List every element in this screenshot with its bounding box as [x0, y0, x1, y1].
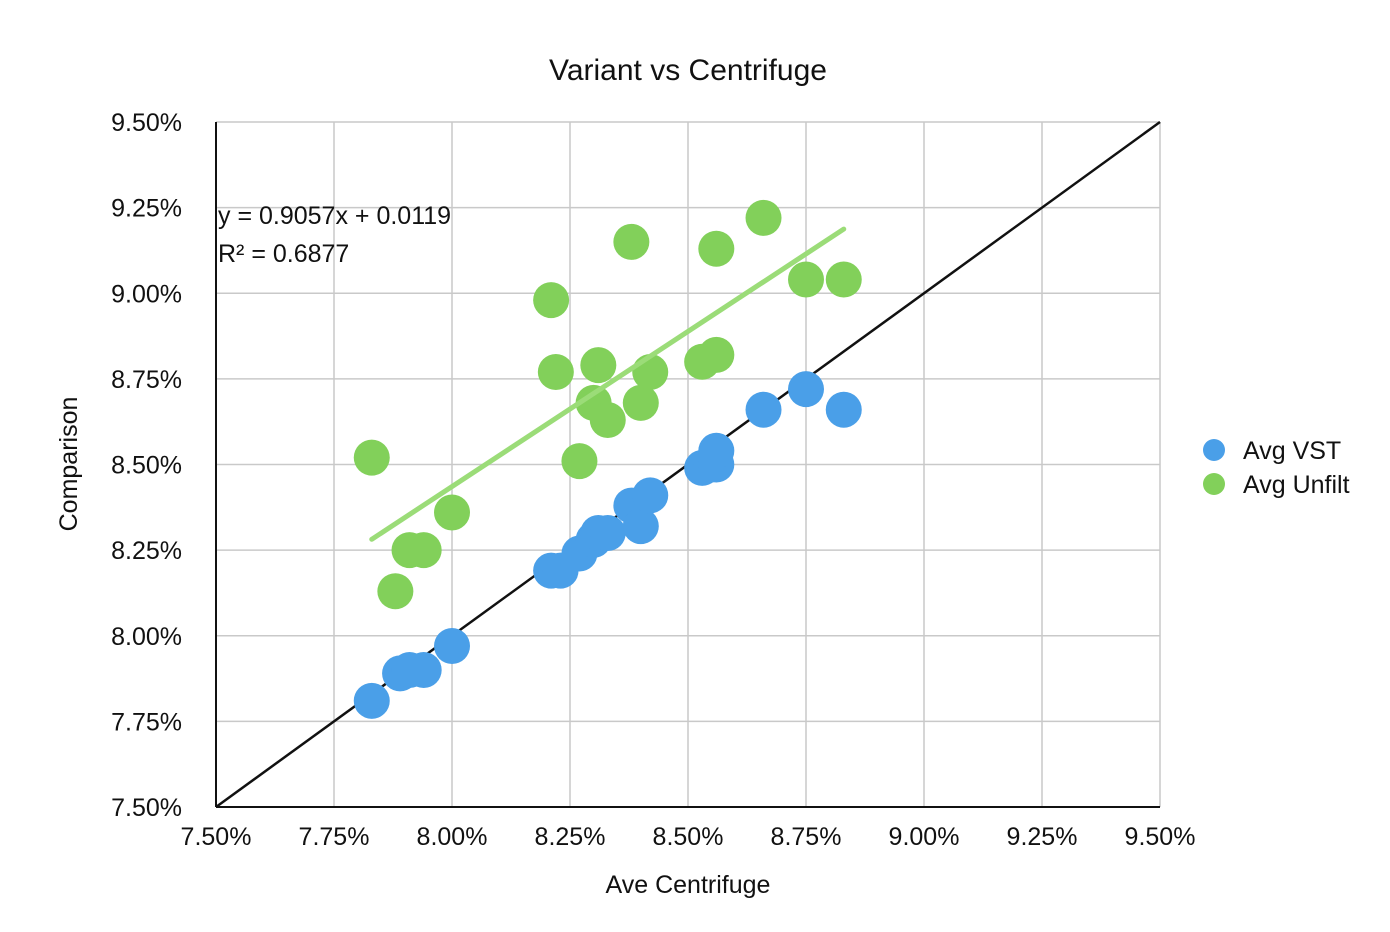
point-avg-vst	[622, 508, 659, 545]
legend-label-avg-unfilt: Avg Unfilt	[1243, 471, 1350, 499]
point-avg-vst	[825, 391, 862, 428]
x-tick-label: 9.00%	[889, 823, 960, 851]
x-tick-label: 7.50%	[181, 823, 252, 851]
point-avg-vst	[632, 477, 669, 514]
legend-marker-avg-unfilt	[1203, 473, 1225, 495]
point-avg-unfilt	[533, 282, 570, 319]
x-tick-label: 7.75%	[299, 823, 370, 851]
point-avg-vst	[353, 682, 390, 719]
axes	[215, 122, 1160, 808]
point-avg-vst	[788, 371, 824, 408]
point-avg-unfilt	[561, 443, 598, 480]
y-tick-label: 8.25%	[111, 537, 182, 565]
trendline-r-squared: R² = 0.6877	[218, 240, 349, 268]
point-avg-vst	[589, 515, 626, 551]
y-tick-label: 9.50%	[111, 109, 182, 137]
points-layer	[353, 199, 862, 719]
y-tick-label: 7.75%	[111, 708, 182, 736]
point-avg-unfilt	[537, 354, 574, 391]
y-tick-label: 8.00%	[111, 623, 182, 651]
point-avg-unfilt	[788, 261, 824, 298]
x-tick-label: 8.50%	[653, 823, 724, 851]
x-axis-label: Ave Centrifuge	[606, 871, 771, 899]
trendline-avg-unfilt	[369, 226, 847, 542]
point-avg-unfilt	[745, 199, 782, 236]
tick-labels: 7.50% 7.75% 8.00% 8.25% 8.50% 8.75% 9.00% 9.25%…	[111, 109, 1195, 851]
y-axis-label: Comparison	[55, 397, 83, 532]
point-avg-vst	[405, 652, 442, 688]
point-avg-unfilt	[632, 354, 669, 391]
y-tick-label: 8.50%	[111, 452, 182, 480]
y-tick-label: 9.00%	[111, 280, 182, 308]
point-avg-unfilt	[377, 573, 414, 610]
point-avg-vst	[434, 628, 470, 665]
point-avg-unfilt	[353, 439, 390, 476]
chart-title: Variant vs Centrifuge	[549, 54, 827, 87]
point-avg-unfilt	[589, 401, 626, 438]
point-avg-unfilt	[405, 532, 442, 569]
point-avg-unfilt	[434, 494, 470, 531]
x-tick-label: 9.50%	[1125, 823, 1196, 851]
trendline-equation: y = 0.9057x + 0.0119	[218, 202, 451, 230]
y-tick-label: 8.75%	[111, 366, 182, 394]
y-tick-label: 7.50%	[111, 794, 182, 822]
x-tick-label: 8.25%	[535, 823, 606, 851]
point-avg-unfilt	[698, 336, 735, 373]
point-avg-vst	[745, 391, 782, 428]
point-avg-unfilt	[825, 261, 862, 298]
point-avg-unfilt	[613, 223, 650, 260]
x-tick-label: 9.25%	[1007, 823, 1078, 851]
legend: Avg VST Avg Unfilt	[1203, 437, 1350, 499]
y-tick-label: 9.25%	[111, 195, 182, 223]
x-tick-label: 8.75%	[771, 823, 842, 851]
legend-label-avg-vst: Avg VST	[1243, 437, 1341, 465]
point-avg-unfilt	[580, 347, 617, 384]
x-tick-label: 8.00%	[417, 823, 488, 851]
trendline-layer	[369, 226, 847, 542]
point-avg-vst	[698, 432, 735, 469]
point-avg-unfilt	[698, 230, 735, 267]
legend-marker-avg-vst	[1203, 439, 1225, 461]
point-avg-unfilt	[622, 384, 659, 421]
